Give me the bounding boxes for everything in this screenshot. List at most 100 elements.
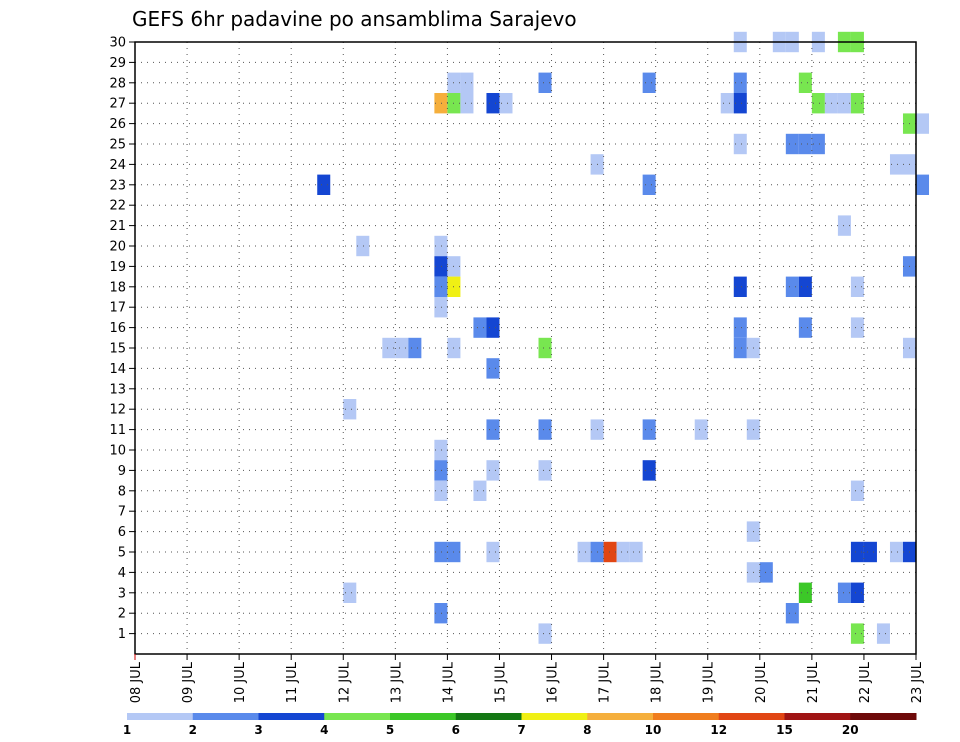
precip-cell: [733, 337, 747, 359]
precip-cell: [486, 541, 500, 563]
legend-color-swatch: [653, 713, 720, 720]
precip-cell: [642, 460, 656, 481]
precip-cell: [916, 113, 930, 134]
y-tick-label: 19: [109, 260, 126, 275]
precip-cell: [811, 93, 825, 114]
precip-cell: [785, 276, 799, 297]
precip-cell: [434, 541, 448, 563]
precip-cell: [850, 541, 864, 563]
precip-cell: [434, 256, 448, 277]
y-tick-label: 30: [109, 36, 126, 51]
y-tick-label: 14: [109, 362, 126, 377]
legend-label: 8: [583, 723, 591, 737]
precip-cell: [486, 93, 500, 114]
y-tick-label: 4: [118, 566, 126, 581]
y-axis: 1234567891011121314151617181920212223242…: [109, 36, 135, 642]
precip-cell: [850, 582, 864, 603]
y-tick-label: 15: [109, 342, 126, 357]
y-tick-label: 3: [118, 586, 126, 601]
x-tick-label: 18 JUL: [650, 661, 665, 703]
x-tick-label: 15 JUL: [493, 661, 508, 703]
precip-cell: [486, 460, 500, 481]
precip-cell: [642, 72, 656, 93]
y-tick-label: 11: [109, 423, 126, 438]
precip-cell: [850, 317, 864, 338]
legend-label: 12: [710, 723, 727, 737]
precip-cell: [343, 399, 357, 420]
precip-cell: [317, 174, 331, 195]
legend-label: 6: [452, 723, 460, 737]
precip-cell: [538, 337, 552, 359]
precip-cell: [434, 235, 448, 257]
y-tick-label: 26: [109, 117, 126, 132]
precip-cell: [603, 541, 617, 563]
precip-cell: [538, 623, 552, 644]
precip-cell: [538, 460, 552, 481]
legend-color-swatch: [850, 713, 917, 720]
legend-label: 2: [189, 723, 197, 737]
precip-cell: [538, 419, 552, 440]
legend-color-swatch: [455, 713, 522, 720]
x-tick-label: 14 JUL: [441, 661, 456, 703]
precip-cell: [850, 93, 864, 114]
x-tick-label: 17 JUL: [598, 661, 613, 703]
precip-cell: [733, 276, 747, 297]
legend-label: 15: [776, 723, 793, 737]
precip-cell: [798, 317, 812, 338]
precip-cell: [473, 317, 487, 338]
legend-color-swatch: [784, 713, 851, 720]
x-tick-label: 10 JUL: [233, 661, 248, 703]
chart-title: GEFS 6hr padavine po ansamblima Sarajevo: [132, 7, 577, 31]
x-tick-label: 21 JUL: [806, 661, 821, 703]
y-tick-label: 17: [109, 301, 126, 316]
precip-cell: [733, 93, 747, 114]
precip-cell: [733, 133, 747, 155]
y-tick-label: 23: [109, 178, 126, 193]
precip-cell: [629, 541, 643, 563]
precip-cell: [733, 72, 747, 93]
precip-cell: [798, 582, 812, 603]
y-tick-label: 12: [109, 403, 126, 418]
legend-label: 3: [254, 723, 262, 737]
precip-cell: [499, 93, 513, 114]
precip-cell: [616, 541, 630, 563]
precip-cell: [876, 623, 890, 644]
y-tick-label: 7: [118, 505, 126, 520]
x-tick-label: 22 JUL: [858, 661, 873, 703]
y-tick-label: 29: [109, 56, 126, 71]
legend-label: 7: [517, 723, 525, 737]
x-tick-label: 20 JUL: [754, 661, 769, 703]
precip-cell: [434, 480, 448, 501]
y-tick-label: 13: [109, 382, 126, 397]
precip-cell: [733, 317, 747, 338]
precip-cell: [863, 541, 877, 563]
legend-label: 4: [320, 723, 328, 737]
legend-color-swatch: [718, 713, 785, 720]
precip-cell: [759, 562, 773, 583]
y-tick-label: 10: [109, 444, 126, 459]
y-tick-label: 5: [118, 546, 126, 561]
precip-cell: [811, 133, 825, 155]
precip-cell: [434, 93, 448, 114]
precip-cell: [837, 582, 851, 603]
legend-color-swatch: [587, 713, 654, 720]
precip-cell: [460, 72, 474, 93]
precip-cell: [486, 317, 500, 338]
precip-cell: [837, 215, 851, 236]
precip-cell: [486, 358, 500, 379]
y-tick-label: 25: [109, 138, 126, 153]
precip-cell: [642, 174, 656, 195]
precip-cell: [798, 276, 812, 297]
precip-cell: [916, 174, 930, 195]
legend-color-swatch: [127, 713, 194, 720]
precip-cell: [837, 93, 851, 114]
precip-cell: [343, 582, 357, 603]
precip-cell: [850, 480, 864, 501]
precip-cell: [408, 337, 422, 359]
x-axis: 08 JUL 09 JUL 10 JUL 11 JUL 12 JUL 13 JUL 14 J…: [129, 654, 925, 703]
legend-color-swatch: [192, 713, 259, 720]
y-tick-label: 9: [118, 464, 126, 479]
y-tick-label: 20: [109, 240, 126, 255]
precip-cell: [785, 603, 799, 624]
precip-cell: [382, 337, 396, 359]
